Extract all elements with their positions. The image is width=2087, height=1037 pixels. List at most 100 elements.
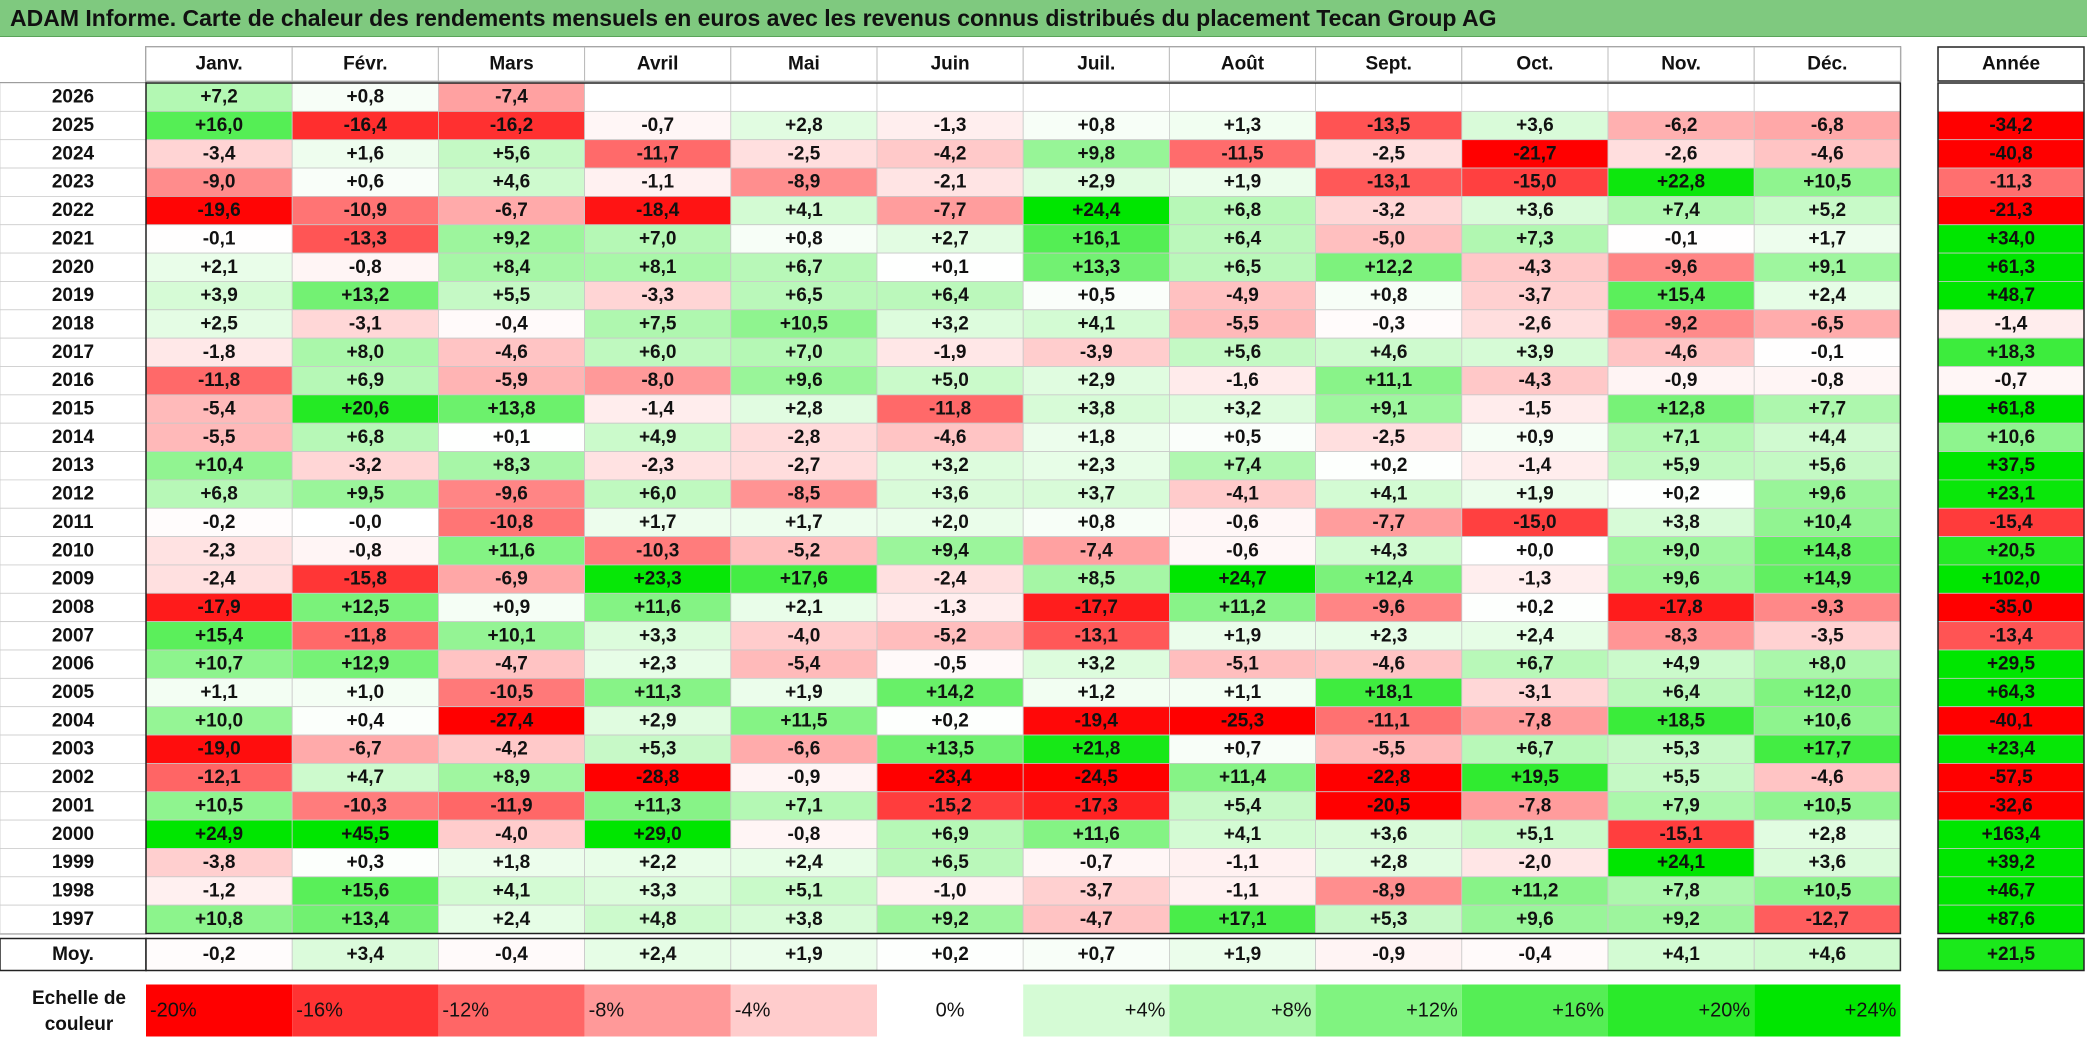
year-total-value: +39,2	[1987, 852, 2035, 873]
heatmap-cell-value: -4,2	[495, 739, 528, 760]
heatmap-cell-value: -7,7	[934, 200, 967, 221]
heatmap-cell	[145, 82, 293, 112]
heatmap-cell-value: -9,3	[1811, 597, 1844, 618]
year-label: 2017	[52, 342, 94, 363]
heatmap-cell-value: -11,8	[198, 370, 240, 391]
heatmap-cell	[876, 82, 1024, 112]
color-scale-label: -8%	[589, 1000, 625, 1022]
heatmap-cell-value: -7,8	[1519, 795, 1552, 816]
heatmap-cell-value: -11,7	[637, 143, 679, 164]
heatmap-cell-value: +1,7	[639, 512, 677, 533]
heatmap-cell-value: -9,6	[1665, 257, 1698, 278]
heatmap-cell-value: +9,5	[347, 484, 385, 505]
year-label-cell	[0, 706, 147, 736]
heatmap-cell	[1169, 167, 1317, 197]
heatmap-cell-value: -17,8	[1659, 597, 1702, 618]
average-cell	[730, 938, 878, 971]
year-total-value: +61,8	[1987, 399, 2035, 420]
year-total-value: +48,7	[1987, 285, 2035, 306]
average-value: -0,9	[1372, 944, 1405, 965]
heatmap-cell-value: -2,6	[1519, 313, 1552, 334]
heatmap-cell-value: +7,8	[1662, 880, 1700, 901]
heatmap-cell	[437, 649, 585, 679]
heatmap-cell	[876, 734, 1024, 764]
heatmap-cell-value: -4,6	[1372, 654, 1405, 675]
heatmap-cell-value: +0,1	[493, 427, 531, 448]
heatmap-cell	[876, 110, 1024, 141]
year-total-value: -40,8	[1989, 143, 2032, 164]
heatmap-cell-value: +1,9	[1224, 625, 1262, 646]
heatmap-cell	[1461, 110, 1609, 141]
month-header-cell	[1022, 46, 1170, 82]
heatmap-cell	[1169, 791, 1317, 821]
heatmap-cell-value: +13,3	[1072, 257, 1120, 278]
average-value: +4,6	[1809, 944, 1847, 965]
heatmap-cell-value: +16,1	[1072, 228, 1121, 249]
heatmap-cell-value: -1,6	[1226, 370, 1259, 391]
heatmap-cell	[1607, 167, 1755, 197]
heatmap-cell	[876, 167, 1024, 197]
year-total-value: +61,3	[1987, 257, 2035, 278]
year-label: 2016	[52, 370, 94, 391]
heatmap-cell-value: -2,0	[1519, 852, 1552, 873]
heatmap-cell	[1461, 592, 1609, 623]
heatmap-cell	[1753, 536, 1901, 566]
heatmap-cell-value: +1,2	[1078, 682, 1116, 703]
heatmap-cell	[1169, 281, 1317, 311]
heatmap-cell	[437, 706, 585, 736]
heatmap-cell-value: +6,7	[785, 257, 823, 278]
heatmap-cell-value: +2,4	[1516, 625, 1554, 646]
heatmap-cell-value: +11,4	[1219, 767, 1266, 788]
month-header-label: Juil.	[1077, 54, 1115, 75]
heatmap-cell	[584, 366, 732, 396]
average-cell	[584, 938, 732, 971]
heatmap-cell-value: +8,5	[1078, 569, 1116, 590]
heatmap-cell-value: +7,0	[785, 342, 823, 363]
year-label: 1998	[52, 880, 94, 901]
heatmap-cell	[1022, 309, 1170, 339]
heatmap-cell	[730, 110, 878, 141]
heatmap-cell-value: +2,4	[1809, 285, 1847, 306]
heatmap-cell-value: +18,1	[1365, 682, 1414, 703]
heatmap-cell-value: +0,1	[931, 257, 969, 278]
heatmap-cell	[1607, 763, 1755, 793]
heatmap-cell-value: -15,0	[1513, 172, 1556, 193]
heatmap-cell	[1315, 195, 1463, 226]
heatmap-cell-value: +20,6	[341, 399, 389, 420]
heatmap-cell-value: -1,1	[1226, 880, 1259, 901]
heatmap-cell-value: +9,2	[493, 228, 531, 249]
heatmap-cell-value: -4,6	[1811, 143, 1844, 164]
heatmap-cell-value: +1,3	[1224, 115, 1262, 136]
heatmap-cell	[1022, 224, 1170, 254]
average-value: +1,9	[785, 944, 823, 965]
heatmap-cell	[1461, 366, 1609, 396]
heatmap-cell	[291, 706, 439, 736]
heatmap-cell	[1607, 139, 1755, 169]
color-scale-swatch	[146, 984, 293, 1037]
heatmap-cell-value: +6,8	[347, 427, 385, 448]
average-cell	[1753, 938, 1901, 971]
heatmap-cell	[1607, 564, 1755, 594]
year-total-cell	[1937, 677, 2085, 708]
heatmap-cell-value: +0,5	[1078, 285, 1116, 306]
heatmap-cell	[1315, 592, 1463, 623]
heatmap-cell-value: +4,9	[639, 427, 677, 448]
heatmap-cell	[291, 876, 439, 906]
heatmap-cell	[1022, 763, 1170, 793]
year-total-value: +18,3	[1987, 342, 2035, 363]
heatmap-cell	[145, 734, 293, 764]
heatmap-cell-value: +9,6	[1809, 484, 1847, 505]
heatmap-cell-value: -17,9	[197, 597, 240, 618]
heatmap-cell-value: -3,8	[203, 852, 236, 873]
heatmap-cell	[1022, 422, 1170, 452]
heatmap-cell-value: +2,5	[200, 313, 238, 334]
heatmap-cell-value: -0,6	[1226, 540, 1259, 561]
month-header-cell	[291, 46, 439, 82]
heatmap-cell-value: -1,3	[1519, 569, 1552, 590]
heatmap-cell-value: -2,4	[203, 569, 236, 590]
heatmap-cell-value: +12,9	[341, 654, 389, 675]
heatmap-cell	[1022, 110, 1170, 141]
heatmap-cell-value: -0,6	[1226, 512, 1259, 533]
year-total-value: -34,2	[1989, 115, 2032, 136]
heatmap-cell-value: -3,9	[1080, 342, 1113, 363]
